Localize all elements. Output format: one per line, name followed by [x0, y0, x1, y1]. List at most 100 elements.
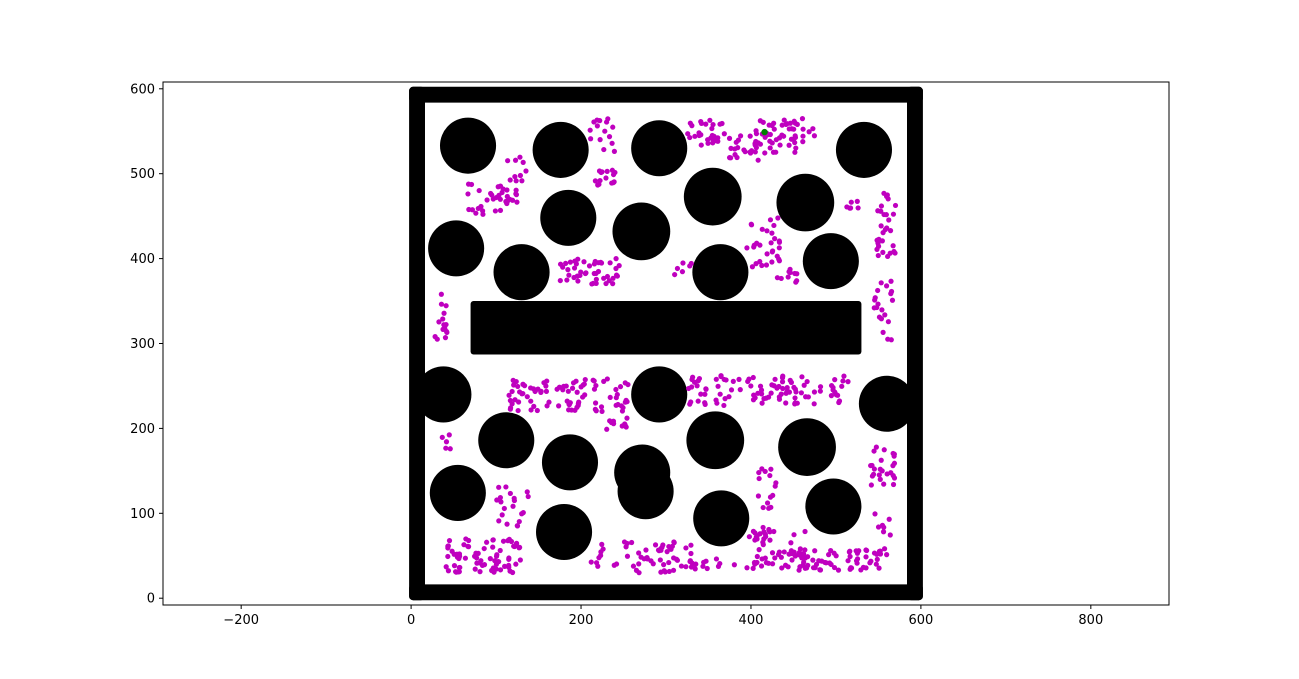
- sample-point: [757, 476, 762, 481]
- sample-point: [874, 445, 879, 450]
- sample-point: [867, 560, 872, 565]
- sample-point: [535, 408, 540, 413]
- sample-point: [543, 383, 548, 388]
- sample-point: [478, 204, 483, 209]
- sample-point: [879, 458, 884, 463]
- sample-point: [581, 259, 586, 264]
- sample-point: [734, 155, 739, 160]
- sample-point: [453, 569, 458, 574]
- sample-point: [689, 123, 694, 128]
- sample-point: [728, 146, 733, 151]
- sample-point: [447, 538, 452, 543]
- sample-point: [884, 225, 889, 230]
- sample-point: [892, 250, 897, 255]
- sample-point: [768, 495, 773, 500]
- sample-point: [792, 395, 797, 400]
- sample-point: [608, 395, 613, 400]
- sample-point: [575, 390, 580, 395]
- sample-point: [625, 382, 630, 387]
- sample-point: [800, 127, 805, 132]
- sample-point: [598, 137, 603, 142]
- sample-point: [680, 269, 685, 274]
- sample-point: [757, 547, 762, 552]
- sample-point: [587, 263, 592, 268]
- sample-point: [719, 121, 724, 126]
- sample-point: [495, 559, 500, 564]
- sample-point: [566, 389, 571, 394]
- sample-point: [625, 554, 630, 559]
- sample-point: [880, 330, 885, 335]
- sample-point: [758, 384, 763, 389]
- sample-point: [756, 493, 761, 498]
- sample-point: [787, 126, 792, 131]
- sample-point: [839, 384, 844, 389]
- sample-point: [845, 379, 850, 384]
- sample-point: [572, 265, 577, 270]
- sample-point: [488, 191, 493, 196]
- sample-point: [615, 402, 620, 407]
- sample-point: [671, 555, 676, 560]
- sample-point: [609, 141, 614, 146]
- sample-point: [580, 394, 585, 399]
- sample-point: [813, 565, 818, 570]
- circle-obstacle: [693, 490, 749, 546]
- sample-point: [878, 551, 883, 556]
- sample-point: [517, 389, 522, 394]
- sample-point: [879, 223, 884, 228]
- goal-point: [761, 129, 767, 135]
- x-tick-label: −200: [223, 613, 259, 628]
- sample-point: [782, 549, 787, 554]
- sample-point: [771, 121, 776, 126]
- sample-point: [768, 145, 773, 150]
- sample-point: [864, 548, 869, 553]
- sample-point: [665, 549, 670, 554]
- sample-point: [763, 555, 768, 560]
- sample-point: [603, 175, 608, 180]
- sample-point: [703, 559, 708, 564]
- sample-point: [872, 297, 877, 302]
- sample-point: [594, 560, 599, 565]
- sample-point: [891, 482, 896, 487]
- sample-point: [744, 565, 749, 570]
- sample-point: [769, 382, 774, 387]
- sample-point: [763, 469, 768, 474]
- sample-point: [888, 279, 893, 284]
- x-axis-ticks: −200 0 200 400 600 800: [223, 605, 1103, 628]
- sample-point: [611, 419, 616, 424]
- sample-point: [747, 534, 752, 539]
- circle-obstacle: [536, 504, 592, 560]
- sample-point: [763, 534, 768, 539]
- sample-point: [714, 377, 719, 382]
- sample-point: [759, 401, 764, 406]
- sample-point: [766, 561, 771, 566]
- sample-point: [803, 394, 808, 399]
- sample-point: [594, 408, 599, 413]
- sample-point: [777, 245, 782, 250]
- sample-point: [872, 550, 877, 555]
- sample-point: [886, 319, 891, 324]
- sample-point: [494, 554, 499, 559]
- sample-point: [510, 504, 515, 509]
- sample-point: [558, 278, 563, 283]
- sample-point: [512, 397, 517, 402]
- sample-point: [795, 401, 800, 406]
- sample-point: [769, 391, 774, 396]
- sample-point: [465, 544, 470, 549]
- sample-point: [788, 540, 793, 545]
- sample-point: [749, 222, 754, 227]
- sample-point: [812, 401, 817, 406]
- sample-point: [799, 390, 804, 395]
- y-tick-label: 300: [130, 337, 155, 352]
- sample-point: [445, 554, 450, 559]
- sample-point: [508, 407, 513, 412]
- sample-point: [624, 416, 629, 421]
- sample-point: [591, 378, 596, 383]
- sample-point: [568, 260, 573, 265]
- sample-point: [774, 386, 779, 391]
- sample-point: [879, 203, 884, 208]
- sample-point: [484, 540, 489, 545]
- sample-point: [760, 227, 765, 232]
- sample-point: [876, 253, 881, 258]
- sample-point: [729, 387, 734, 392]
- sample-point: [444, 564, 449, 569]
